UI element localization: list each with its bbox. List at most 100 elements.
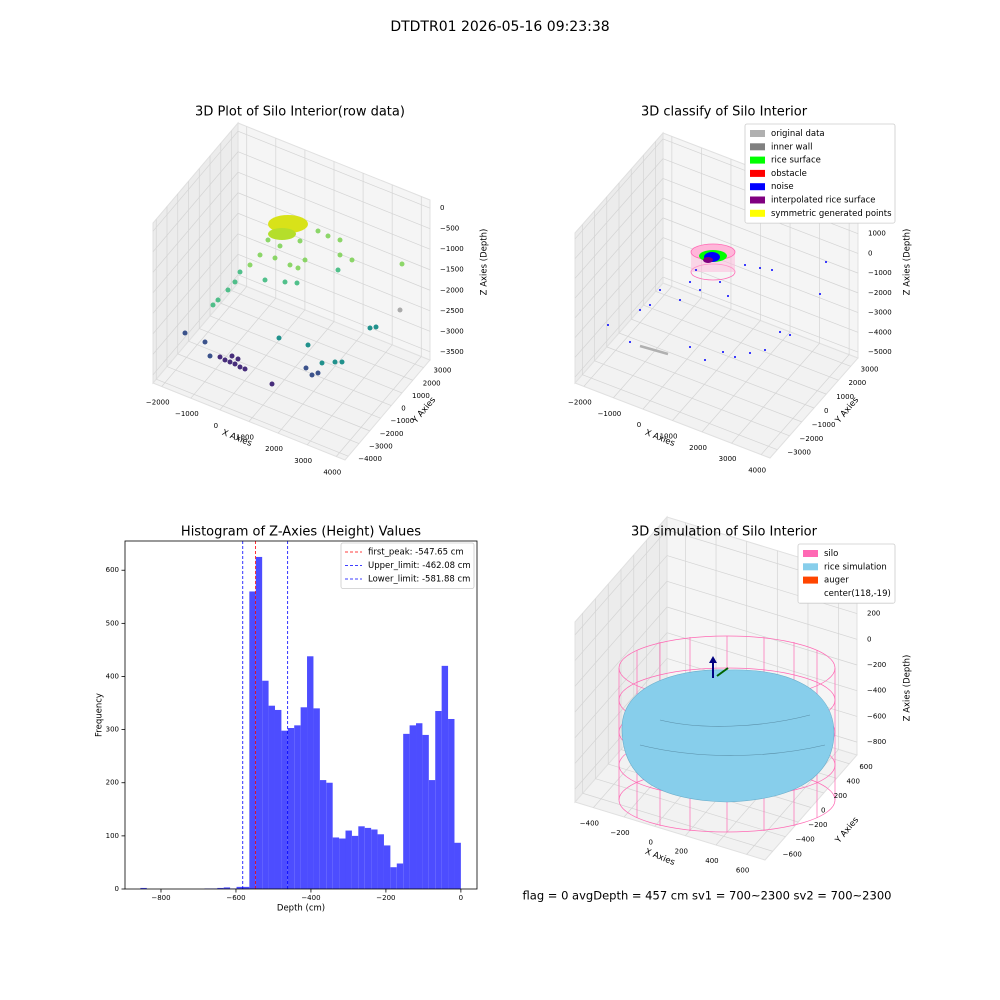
z-grid-line bbox=[574, 276, 664, 378]
y-grid-line bbox=[655, 291, 851, 367]
y-tick-label: 0 bbox=[401, 405, 405, 413]
legend-label: obstacle bbox=[771, 169, 807, 179]
bar bbox=[371, 829, 378, 889]
z-grid-line bbox=[574, 197, 664, 299]
y-tick-label: 1000 bbox=[412, 392, 430, 400]
y-tick-label: 600 bbox=[106, 566, 119, 574]
x-tick-label: −400 bbox=[580, 820, 599, 828]
z-grid-line bbox=[237, 130, 431, 209]
legend-label: center(118,-19) bbox=[824, 589, 891, 599]
z-tick-label: −2000 bbox=[868, 289, 892, 297]
y-tick-label: 400 bbox=[847, 777, 860, 785]
silo-simulation bbox=[618, 635, 836, 833]
x-tick-label: −400 bbox=[301, 894, 320, 902]
bar bbox=[454, 842, 461, 889]
y-grid-line bbox=[595, 778, 786, 838]
z-grid-line bbox=[152, 233, 239, 334]
z-tick-label: −2000 bbox=[440, 286, 464, 294]
y-grid-line bbox=[618, 332, 815, 409]
y-tick-label: −200 bbox=[808, 821, 827, 829]
z-grid-line bbox=[574, 158, 664, 259]
x-tick-label: 2000 bbox=[265, 445, 283, 453]
z-grid-line bbox=[574, 237, 664, 338]
z-grid-line bbox=[666, 580, 858, 640]
bar bbox=[249, 591, 256, 889]
legend-label: auger bbox=[824, 576, 849, 586]
bar bbox=[313, 708, 320, 889]
bar bbox=[326, 782, 333, 889]
legend-label: original data bbox=[771, 129, 825, 139]
z-tick-label: −1000 bbox=[440, 245, 464, 253]
bar bbox=[300, 707, 308, 889]
bar bbox=[409, 725, 417, 889]
bar bbox=[428, 780, 436, 889]
z-tick-label: −3000 bbox=[868, 309, 892, 317]
y-tick-label: 3000 bbox=[861, 365, 879, 373]
y-grid-line bbox=[220, 302, 413, 381]
y-grid-line bbox=[582, 374, 778, 450]
bar bbox=[390, 867, 397, 889]
y-grid-line bbox=[631, 318, 827, 395]
y-tick-label: −1000 bbox=[391, 417, 415, 425]
z-grid-line bbox=[666, 606, 858, 666]
z-tick-label: −5000 bbox=[868, 348, 892, 356]
panel-title: Histogram of Z-Axies (Height) Values bbox=[181, 525, 421, 540]
bar bbox=[332, 837, 340, 889]
panel-title: 3D Plot of Silo Interior(row data) bbox=[195, 105, 405, 120]
z-tick-label: −2500 bbox=[440, 307, 464, 315]
z-grid-line bbox=[662, 197, 859, 274]
legend-label: first_peak: -547.65 cm bbox=[368, 548, 464, 558]
y-grid-line bbox=[231, 290, 424, 368]
y-grid-line bbox=[166, 366, 360, 444]
x-tick-label: 2000 bbox=[689, 444, 707, 452]
y-tick-label: 600 bbox=[859, 763, 872, 771]
bar bbox=[262, 680, 269, 889]
x-tick-label: −200 bbox=[376, 894, 395, 902]
y-grid-line bbox=[643, 304, 839, 381]
bar bbox=[416, 723, 423, 889]
x-tick-label: 3000 bbox=[294, 457, 312, 465]
y-grid-line bbox=[156, 378, 349, 457]
bar bbox=[364, 827, 372, 889]
legend-box bbox=[340, 542, 475, 589]
z-grid-line bbox=[152, 151, 239, 252]
bar bbox=[396, 863, 404, 889]
z-grid-line bbox=[574, 581, 668, 687]
z-grid-line bbox=[574, 658, 668, 764]
bar bbox=[345, 830, 352, 889]
x-tick-label: 0 bbox=[648, 838, 652, 846]
z-axis-label: Z Axies (Depth) bbox=[903, 655, 913, 722]
bar bbox=[403, 733, 410, 889]
x-tick-label: −600 bbox=[226, 894, 245, 902]
y-axis-label: Y Axies bbox=[833, 815, 861, 846]
x-tick-label: 1000 bbox=[660, 433, 678, 441]
status-footer: flag = 0 avgDepth = 457 cm sv1 = 700~230… bbox=[523, 889, 892, 903]
y-tick-label: −4000 bbox=[358, 455, 382, 463]
legend-swatch bbox=[803, 563, 818, 571]
z-tick-label: 200 bbox=[867, 610, 880, 618]
z-tick-label: −800 bbox=[867, 738, 886, 746]
z-grid-line bbox=[666, 555, 858, 614]
bar bbox=[294, 725, 301, 889]
z-grid-line bbox=[574, 178, 664, 279]
y-grid-line bbox=[199, 328, 392, 406]
z-grid-line bbox=[237, 192, 431, 271]
x-tick-label: 600 bbox=[736, 866, 749, 874]
legend-swatch bbox=[750, 156, 765, 164]
z-tick-label: 0 bbox=[440, 204, 444, 212]
x-tick-label: 3000 bbox=[719, 455, 737, 463]
plot-frame bbox=[124, 540, 478, 890]
z-grid-line bbox=[574, 217, 664, 319]
legend-label: rice surface bbox=[771, 156, 821, 166]
y-grid-line bbox=[582, 792, 773, 852]
z-tick-label: 0 bbox=[867, 635, 871, 643]
bar bbox=[319, 780, 327, 889]
z-grid-line bbox=[237, 151, 431, 230]
legend-label: silo bbox=[824, 549, 838, 559]
legend-label: rice simulation bbox=[824, 562, 887, 572]
z-grid-line bbox=[574, 555, 668, 661]
y-tick-label: −2000 bbox=[380, 430, 404, 438]
legend-swatch bbox=[750, 209, 765, 217]
z-tick-label: −200 bbox=[867, 661, 886, 669]
z-axis-label: Z Axies (Depth) bbox=[903, 229, 913, 296]
